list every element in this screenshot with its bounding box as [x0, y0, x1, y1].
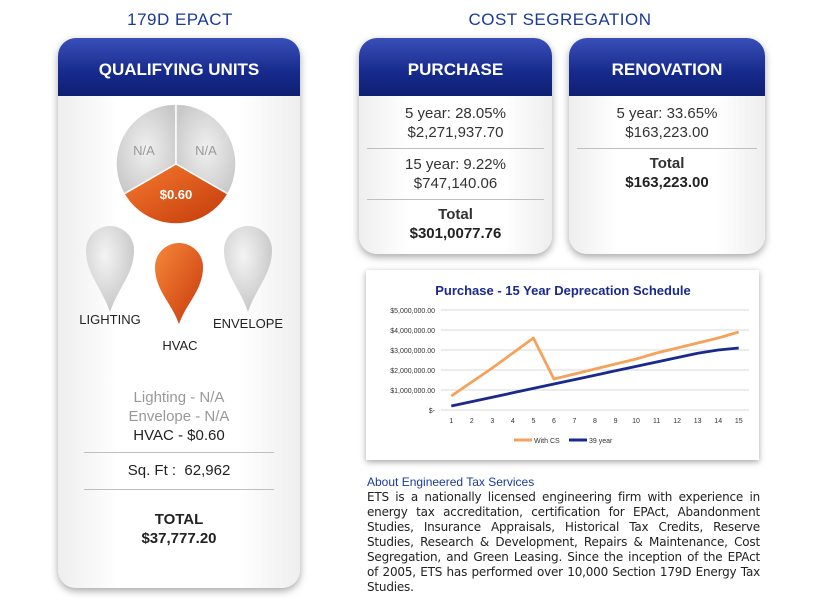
renovation-card: RENOVATION 5 year: 33.65% $163,223.00 To…: [569, 38, 765, 254]
chart-y-tick-label: $5,000,000.00: [390, 308, 435, 315]
chart-y-tick-label: $1,000,000.00: [390, 388, 435, 395]
renovation-header-label: RENOVATION: [611, 60, 723, 79]
chart-y-tick-label: $4,000,000.00: [390, 328, 435, 335]
renovation-total-label: Total: [649, 155, 685, 172]
cost-seg-section-title: COST SEGREGATION: [468, 10, 652, 29]
purchase-header: PURCHASE: [359, 38, 552, 96]
chart-x-ticks: 1 2 3 4 5 6 7 8 9 10 11 12 13 14 15: [449, 418, 742, 425]
pie-slice-hvac: [123, 163, 229, 225]
chart-x-tick-label: 6: [552, 418, 556, 425]
purchase-card: PURCHASE 5 year: 28.05% $2,271,937.70 15…: [359, 38, 552, 254]
purchase-15yr-pct: 15 year: 9.22%: [405, 156, 506, 173]
hvac-pin-icon: [155, 243, 203, 324]
summary-envelope: Envelope - N/A: [128, 408, 230, 425]
renovation-5yr-amount: $163,223.00: [625, 124, 709, 141]
purchase-header-label: PURCHASE: [407, 60, 504, 79]
units-summary: Lighting - N/A Envelope - N/A HVAC - $0.…: [84, 388, 274, 548]
chart-x-tick-label: 3: [490, 418, 494, 425]
purchase-total-label: Total: [438, 206, 473, 223]
chart-series-line: [451, 346, 739, 408]
purchase-divider-2: [367, 199, 544, 200]
renovation-total-value: $163,223.00: [625, 174, 709, 191]
chart-legend: With CS 39 year: [514, 438, 613, 445]
chart-y-tick-label: $2,000,000.00: [390, 368, 435, 375]
summary-hvac: HVAC - $0.60: [133, 427, 225, 444]
qualifying-units-header: QUALIFYING UNITS: [58, 38, 300, 96]
purchase-5yr-pct: 5 year: 28.05%: [405, 105, 506, 122]
about-body: ETS is a nationally licensed engineering…: [367, 490, 760, 594]
summary-lighting: Lighting - N/A: [133, 389, 225, 406]
chart-x-tick-label: 1: [449, 418, 453, 425]
chart-x-tick-label: 5: [531, 418, 535, 425]
chart-legend-label: 39 year: [589, 438, 613, 445]
chart-series-line: [450, 330, 740, 398]
chart-x-tick-label: 10: [632, 418, 640, 425]
lighting-pin-label: LIGHTING: [79, 312, 141, 327]
summary-total-value: $37,777.20: [141, 530, 217, 547]
pie-label-left: N/A: [133, 143, 155, 158]
summary-total-label: TOTAL: [154, 511, 204, 528]
chart-x-tick-label: 9: [614, 418, 618, 425]
envelope-pin-icon: [224, 226, 272, 312]
pie-slice-left: [115, 103, 177, 196]
summary-sqft: Sq. Ft : 62,962: [127, 462, 231, 479]
chart-x-tick-label: 2: [470, 418, 474, 425]
renovation-5yr-pct: 5 year: 33.65%: [616, 105, 718, 122]
units-pie-chart: [115, 103, 237, 225]
chart-y-tick-label: $-: [429, 408, 436, 415]
chart-title: Purchase - 15 Year Deprecation Schedule: [435, 283, 691, 298]
pie-slice-right: [175, 103, 237, 196]
pie-label-right: N/A: [195, 143, 217, 158]
chart-grid: [441, 309, 749, 411]
lighting-pin-icon: [86, 226, 134, 312]
chart-x-tick-label: 12: [673, 418, 681, 425]
summary-divider-1: [84, 452, 274, 453]
depreciation-chart-svg: Purchase - 15 Year Deprecation Schedule …: [390, 283, 749, 445]
purchase-5yr-amount: $2,271,937.70: [407, 124, 504, 141]
chart-x-tick-label: 4: [511, 418, 515, 425]
hvac-pin-label: HVAC: [162, 338, 198, 353]
purchase-15yr-amount: $747,140.06: [413, 175, 498, 192]
renovation-divider: [577, 148, 757, 149]
about-title: About Engineered Tax Services: [367, 475, 535, 489]
chart-y-tick-label: $3,000,000.00: [390, 348, 435, 355]
envelope-pin-label: ENVELOPE: [212, 316, 284, 331]
chart-x-tick-label: 7: [573, 418, 577, 425]
chart-x-tick-label: 8: [593, 418, 597, 425]
epact-section-title: 179D EPACT: [127, 10, 233, 29]
chart-x-tick-label: 14: [714, 418, 722, 425]
chart-y-ticks: $5,000,000.00 $4,000,000.00 $3,000,000.00 $…: [390, 308, 435, 415]
chart-legend-label: With CS: [534, 438, 560, 445]
purchase-total-value: $301,0077.76: [409, 225, 502, 242]
chart-lines: [450, 330, 740, 408]
purchase-divider-1: [367, 148, 544, 149]
qualifying-units-header-label: QUALIFYING UNITS: [98, 60, 260, 79]
summary-divider-2: [84, 489, 274, 490]
chart-x-tick-label: 15: [735, 418, 743, 425]
pie-label-hvac: $0.60: [159, 187, 193, 202]
renovation-header: RENOVATION: [569, 38, 765, 96]
depreciation-chart: Purchase - 15 Year Deprecation Schedule …: [366, 270, 759, 460]
chart-x-tick-label: 11: [653, 418, 660, 425]
chart-x-tick-label: 13: [694, 418, 702, 425]
